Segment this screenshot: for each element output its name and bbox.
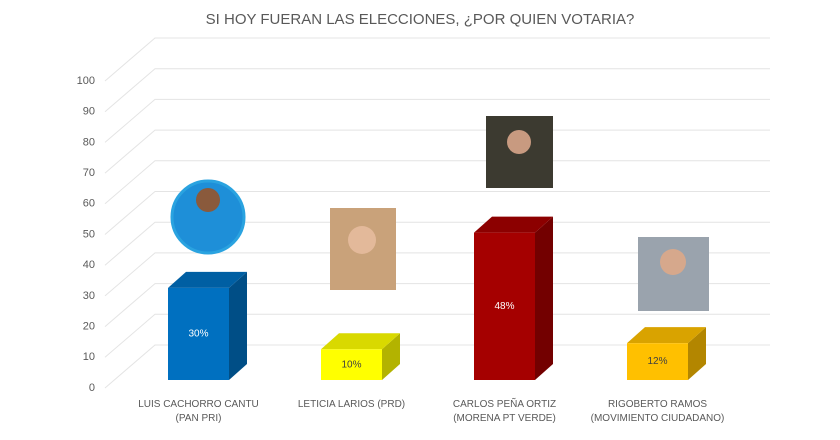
bar <box>321 349 382 380</box>
grid-line <box>104 98 770 143</box>
bar <box>168 287 229 380</box>
photo-face <box>660 249 686 275</box>
photo-face <box>196 188 220 212</box>
bar-top <box>321 333 400 350</box>
grid-line <box>104 129 770 174</box>
bar <box>474 232 535 380</box>
grid-line <box>104 344 770 389</box>
bar-top <box>627 327 706 344</box>
grid-line <box>104 68 770 113</box>
x-tick-label: CARLOS PEÑA ORTIZ (MORENA PT VERDE) <box>452 399 557 424</box>
bar-side <box>382 333 400 380</box>
value-label: 48% <box>494 301 514 312</box>
grid-line <box>104 191 770 235</box>
grid-line <box>104 283 770 327</box>
y-tick-label: 90 <box>83 106 95 118</box>
photo-face <box>348 226 376 254</box>
y-tick-label: 30 <box>83 290 95 302</box>
y-tick-label: 20 <box>83 321 95 333</box>
y-tick-label: 0 <box>89 382 95 394</box>
y-tick-label: 50 <box>83 228 95 240</box>
chart-title: SI HOY FUERAN LAS ELECCIONES, ¿POR QUIEN… <box>206 11 635 28</box>
bar-top <box>474 216 553 233</box>
x-tick-label: LETICIA LARIOS (PRD) <box>297 399 406 410</box>
value-label: 12% <box>647 356 667 367</box>
y-tick-label: 10 <box>83 351 95 363</box>
bar-top <box>168 271 247 288</box>
x-tick-label: RIGOBERTO RAMOS (MOVIMIENTO CIUDADANO) <box>590 399 725 424</box>
y-tick-label: 70 <box>83 167 95 179</box>
y-tick-label: 80 <box>83 136 95 148</box>
photo-face <box>507 130 531 154</box>
value-label: 10% <box>341 359 361 370</box>
bar-side <box>229 271 247 380</box>
y-tick-label: 100 <box>77 75 95 87</box>
grid-line <box>104 160 770 205</box>
grid-line <box>104 221 770 266</box>
x-tick-label: LUIS CACHORRO CANTU (PAN PRI) <box>138 399 259 424</box>
y-tick-label: 60 <box>83 198 95 210</box>
photo <box>170 179 246 255</box>
bar <box>627 343 688 380</box>
bar-side <box>535 216 553 380</box>
grid-line <box>104 313 770 358</box>
value-label: 30% <box>188 329 208 340</box>
grid-line <box>104 37 770 82</box>
photos: 30% 10% 48% 12% <box>168 116 709 380</box>
y-tick-label: 40 <box>83 259 95 271</box>
grid-line <box>104 252 770 297</box>
bar-side <box>688 327 706 380</box>
